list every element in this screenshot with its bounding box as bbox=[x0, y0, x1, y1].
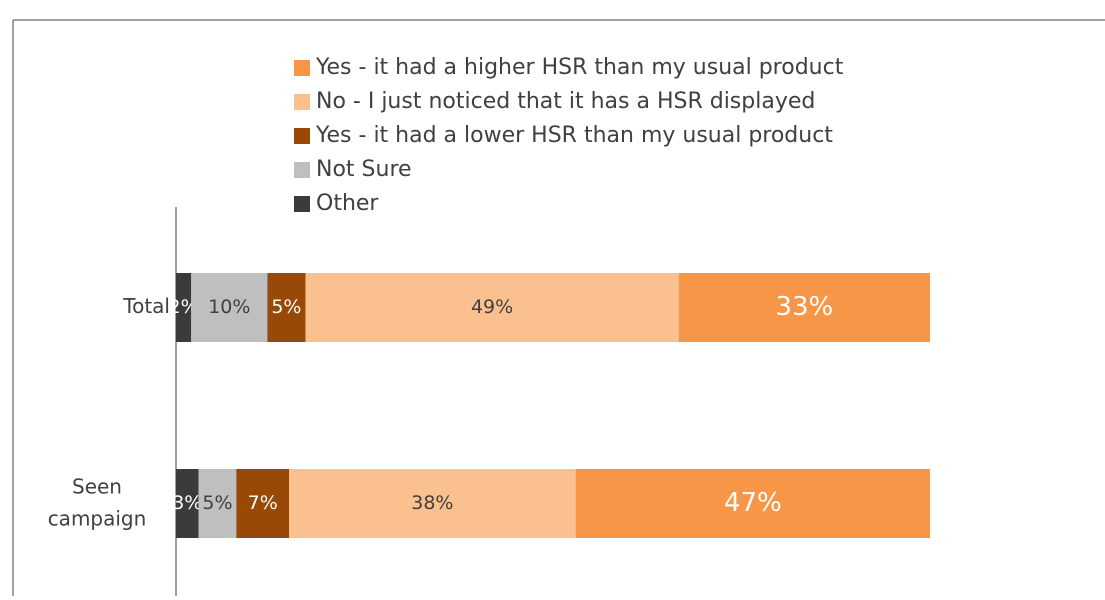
data-label: 49% bbox=[471, 296, 513, 318]
category-label: Total bbox=[122, 294, 170, 318]
bar-segment bbox=[236, 469, 290, 538]
legend-label: No - I just noticed that it has a HSR di… bbox=[316, 89, 815, 114]
bar-segment bbox=[191, 273, 268, 342]
legend-swatch bbox=[294, 60, 310, 76]
bar-segment bbox=[198, 469, 237, 538]
bar-segment bbox=[305, 273, 679, 342]
bar-segment bbox=[176, 273, 192, 342]
data-label: 38% bbox=[411, 492, 453, 514]
category-label: Seen campaign bbox=[48, 474, 147, 530]
bar-segment bbox=[267, 273, 306, 342]
data-label: 5% bbox=[271, 296, 301, 318]
bar-segment bbox=[176, 469, 199, 538]
bar-segment bbox=[575, 469, 930, 538]
data-label: 3% bbox=[172, 492, 202, 514]
data-label: 5% bbox=[202, 492, 232, 514]
data-label: 33% bbox=[775, 292, 833, 322]
legend-swatch bbox=[294, 128, 310, 144]
bar-segment bbox=[678, 273, 930, 342]
data-label: 47% bbox=[724, 488, 782, 518]
legend-swatch bbox=[294, 162, 310, 178]
legend-swatch bbox=[294, 196, 310, 212]
data-label: 10% bbox=[208, 296, 250, 318]
data-label: 7% bbox=[248, 492, 278, 514]
legend-swatch bbox=[294, 94, 310, 110]
legend-label: Yes - it had a lower HSR than my usual p… bbox=[315, 123, 833, 148]
bar-segment bbox=[289, 469, 576, 538]
data-label: 2% bbox=[169, 296, 199, 318]
legend-label: Not Sure bbox=[316, 157, 412, 182]
legend-label: Other bbox=[316, 191, 379, 216]
legend-label: Yes - it had a higher HSR than my usual … bbox=[315, 55, 844, 80]
